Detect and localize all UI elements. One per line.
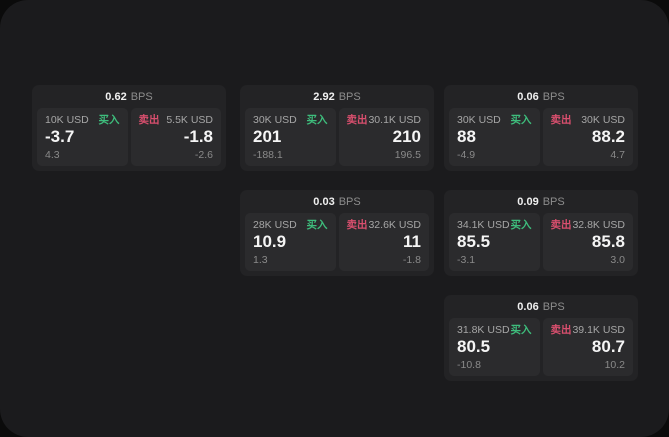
bps-value: 0.06 — [517, 300, 539, 313]
buy-price: 201 — [253, 127, 282, 146]
buy-price: -3.7 — [45, 127, 75, 146]
sell-tag: 卖出 — [138, 114, 160, 126]
sell-price: 88.2 — [591, 127, 625, 146]
quote-column-1: 0.62 BPS 10K USD 买入 -3.7 4.3 卖出 5.5K USD — [32, 85, 226, 171]
quote-panes: 28K USD 买入 10.9 1.3 卖出 32.6K USD 11 -1.8 — [245, 213, 429, 271]
buy-amount: 28K USD — [253, 219, 297, 231]
sell-delta: 4.7 — [610, 149, 625, 161]
bps-header: 0.09 BPS — [449, 190, 633, 213]
buy-tag: 买入 — [510, 114, 532, 126]
bps-header: 0.03 BPS — [245, 190, 429, 213]
sell-price: 11 — [403, 232, 421, 251]
buy-tag: 买入 — [98, 114, 120, 126]
bps-header: 2.92 BPS — [245, 85, 429, 108]
sell-delta: -1.8 — [402, 254, 421, 266]
buy-delta: 4.3 — [45, 149, 60, 161]
quote-card: 0.06 BPS 31.8K USD 买入 80.5 -10.8 卖出 39.1… — [444, 295, 638, 381]
bps-header: 0.06 BPS — [449, 295, 633, 318]
buy-pane[interactable]: 28K USD 买入 10.9 1.3 — [245, 213, 336, 271]
bps-header: 0.62 BPS — [37, 85, 221, 108]
sell-amount: 39.1K USD — [572, 324, 625, 336]
buy-delta: -4.9 — [457, 149, 476, 161]
bps-unit-label: BPS — [542, 90, 565, 103]
quote-panes: 30K USD 买入 88 -4.9 卖出 30K USD 88.2 4.7 — [449, 108, 633, 166]
bps-value: 0.62 — [105, 90, 127, 103]
quote-column-2: 2.92 BPS 30K USD 买入 201 -188.1 卖出 30.1K … — [240, 85, 434, 276]
sell-amount: 30.1K USD — [368, 114, 421, 126]
sell-tag: 卖出 — [550, 324, 572, 336]
buy-delta: -188.1 — [253, 149, 283, 161]
quote-panes: 10K USD 买入 -3.7 4.3 卖出 5.5K USD -1.8 -2.… — [37, 108, 221, 166]
sell-tag: 卖出 — [346, 219, 368, 231]
sell-amount: 30K USD — [581, 114, 625, 126]
sell-price: 85.8 — [591, 232, 625, 251]
quote-panes: 31.8K USD 买入 80.5 -10.8 卖出 39.1K USD 80.… — [449, 318, 633, 376]
sell-pane[interactable]: 卖出 32.6K USD 11 -1.8 — [338, 213, 429, 271]
quote-card: 0.06 BPS 30K USD 买入 88 -4.9 卖出 30K USD — [444, 85, 638, 171]
buy-price: 10.9 — [253, 232, 287, 251]
buy-tag: 买入 — [510, 219, 532, 231]
sell-delta: -2.6 — [194, 149, 213, 161]
bps-unit-label: BPS — [542, 195, 565, 208]
sell-price: -1.8 — [183, 127, 213, 146]
buy-amount: 10K USD — [45, 114, 89, 126]
sell-price: 80.7 — [591, 337, 625, 356]
buy-tag: 买入 — [306, 219, 328, 231]
buy-amount: 30K USD — [457, 114, 501, 126]
sell-price: 210 — [392, 127, 421, 146]
sell-pane[interactable]: 卖出 39.1K USD 80.7 10.2 — [542, 318, 633, 376]
bps-value: 0.09 — [517, 195, 539, 208]
sell-amount: 32.8K USD — [572, 219, 625, 231]
bps-value: 0.06 — [517, 90, 539, 103]
buy-pane[interactable]: 34.1K USD 买入 85.5 -3.1 — [449, 213, 540, 271]
buy-price: 88 — [457, 127, 476, 146]
quote-card: 2.92 BPS 30K USD 买入 201 -188.1 卖出 30.1K … — [240, 85, 434, 171]
sell-pane[interactable]: 卖出 30K USD 88.2 4.7 — [542, 108, 633, 166]
buy-price: 85.5 — [457, 232, 491, 251]
quote-card: 0.62 BPS 10K USD 买入 -3.7 4.3 卖出 5.5K USD — [32, 85, 226, 171]
sell-tag: 卖出 — [550, 219, 572, 231]
quote-card: 0.09 BPS 34.1K USD 买入 85.5 -3.1 卖出 32.8K… — [444, 190, 638, 276]
buy-pane[interactable]: 30K USD 买入 201 -188.1 — [245, 108, 336, 166]
buy-delta: -3.1 — [457, 254, 476, 266]
quote-panes: 34.1K USD 买入 85.5 -3.1 卖出 32.8K USD 85.8… — [449, 213, 633, 271]
sell-delta: 196.5 — [394, 149, 421, 161]
sell-delta: 3.0 — [610, 254, 625, 266]
buy-tag: 买入 — [510, 324, 532, 336]
quote-panes: 30K USD 买入 201 -188.1 卖出 30.1K USD 210 1… — [245, 108, 429, 166]
sell-pane[interactable]: 卖出 30.1K USD 210 196.5 — [338, 108, 429, 166]
sell-amount: 5.5K USD — [166, 114, 213, 126]
bps-unit-label: BPS — [338, 195, 361, 208]
buy-tag: 买入 — [306, 114, 328, 126]
bps-unit-label: BPS — [130, 90, 153, 103]
bps-value: 0.03 — [313, 195, 335, 208]
sell-amount: 32.6K USD — [368, 219, 421, 231]
buy-amount: 30K USD — [253, 114, 297, 126]
quote-card: 0.03 BPS 28K USD 买入 10.9 1.3 卖出 32.6K US… — [240, 190, 434, 276]
sell-tag: 卖出 — [346, 114, 368, 126]
bps-value: 2.92 — [313, 90, 335, 103]
buy-delta: 1.3 — [253, 254, 268, 266]
buy-pane[interactable]: 10K USD 买入 -3.7 4.3 — [37, 108, 128, 166]
sell-pane[interactable]: 卖出 5.5K USD -1.8 -2.6 — [130, 108, 221, 166]
buy-pane[interactable]: 31.8K USD 买入 80.5 -10.8 — [449, 318, 540, 376]
sell-tag: 卖出 — [550, 114, 572, 126]
buy-price: 80.5 — [457, 337, 491, 356]
bps-header: 0.06 BPS — [449, 85, 633, 108]
buy-amount: 31.8K USD — [457, 324, 510, 336]
quote-column-3: 0.06 BPS 30K USD 买入 88 -4.9 卖出 30K USD — [444, 85, 638, 381]
buy-pane[interactable]: 30K USD 买入 88 -4.9 — [449, 108, 540, 166]
buy-delta: -10.8 — [457, 359, 481, 371]
buy-amount: 34.1K USD — [457, 219, 510, 231]
bps-unit-label: BPS — [542, 300, 565, 313]
sell-delta: 10.2 — [604, 359, 625, 371]
bps-unit-label: BPS — [338, 90, 361, 103]
sell-pane[interactable]: 卖出 32.8K USD 85.8 3.0 — [542, 213, 633, 271]
